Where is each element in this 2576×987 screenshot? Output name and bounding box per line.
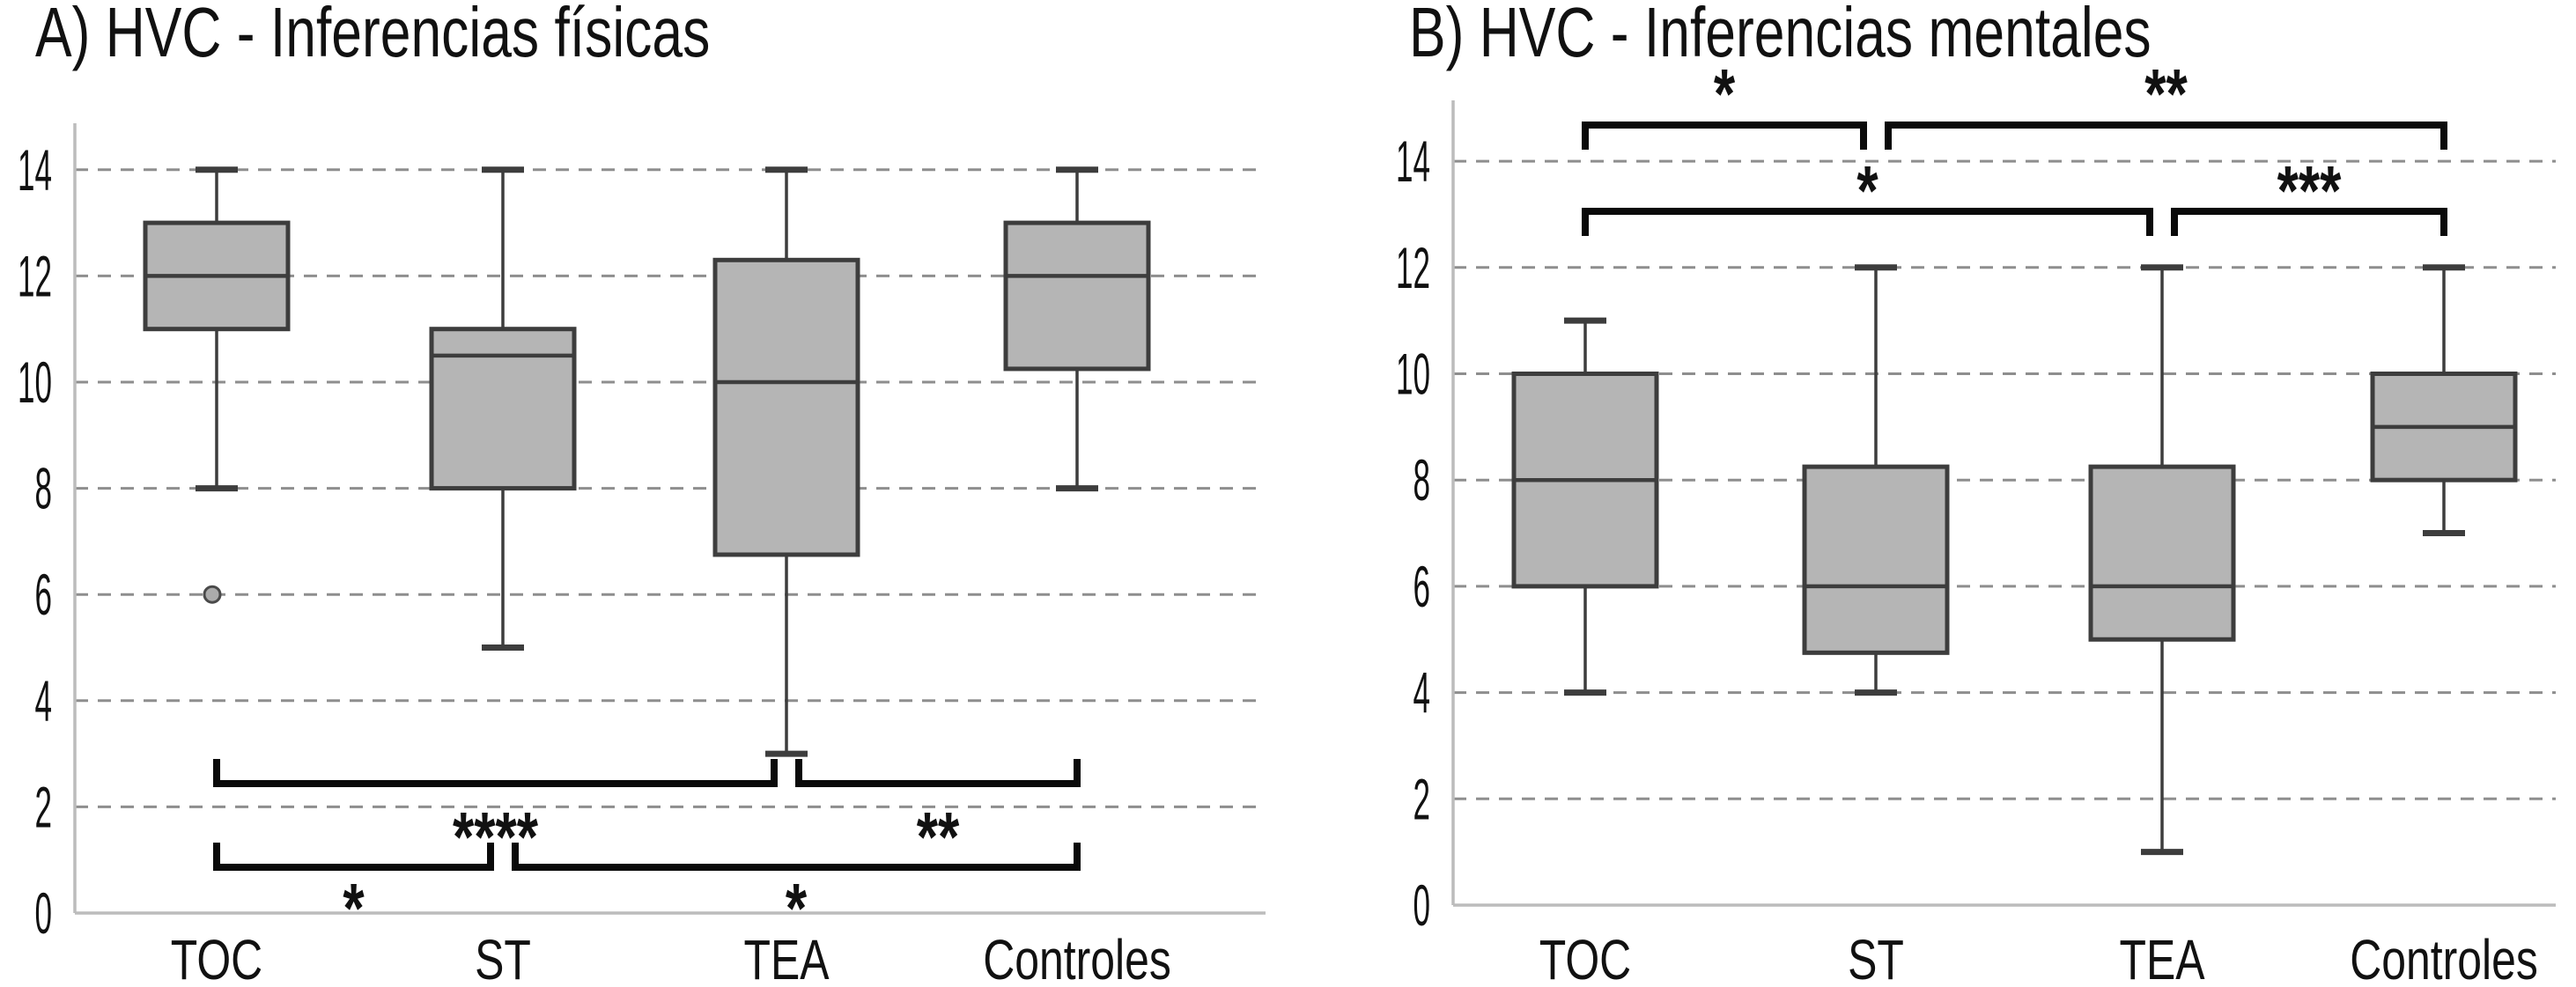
sig-label-toc-st: *	[343, 870, 364, 948]
boxplot-toc	[143, 166, 291, 604]
sig-bracket-tea-controles	[2171, 208, 2447, 236]
x-category-label-toc: TOC	[171, 929, 262, 987]
y-tick-label-14: 14	[1396, 129, 1430, 195]
iqr-box-tea	[712, 257, 860, 557]
sig-label-tea-controles: **	[917, 799, 960, 877]
sig-bracket-toc-tea	[213, 759, 778, 787]
panel-b-title: B) HVC - Inferencias mentales	[1409, 0, 2152, 72]
sig-label-st-controles: *	[786, 870, 807, 948]
sig-label-st-controles: **	[2144, 55, 2188, 134]
boxplot-toc	[1511, 317, 1659, 696]
y-tick-label-14: 14	[18, 137, 52, 203]
y-tick-label-8: 8	[35, 455, 53, 521]
y-tick-label-10: 10	[1396, 341, 1430, 407]
boxplot-tea	[2088, 264, 2236, 856]
sig-bracket-st-controles	[512, 843, 1081, 871]
sig-label-toc-tea: ****	[453, 799, 538, 877]
panel-b: B) HVC - Inferencias mentales 0 2 4 6 8 10 12 1…	[1396, 0, 2556, 987]
panel-a: A) HVC - Inferencias físicas 0 2 4 6 8 10 12 14…	[18, 0, 1266, 987]
boxplot-controles	[2370, 264, 2518, 537]
iqr-box-tea	[2088, 464, 2236, 642]
boxplot-tea	[712, 166, 860, 757]
sig-bracket-st-controles	[1885, 122, 2447, 150]
y-tick-label-0: 0	[35, 880, 53, 946]
y-tick-label-6: 6	[35, 562, 53, 628]
x-category-label-tea: TEA	[2119, 929, 2205, 987]
y-tick-label-4: 4	[1413, 659, 1431, 726]
y-tick-label-12: 12	[18, 243, 52, 309]
y-tick-label-2: 2	[35, 774, 53, 840]
outlier-point-toc	[203, 585, 222, 604]
x-category-label-toc: TOC	[1539, 929, 1631, 987]
boxplot-st	[429, 166, 577, 651]
y-tick-label-0: 0	[1413, 873, 1431, 939]
x-category-label-controles: Controles	[2350, 929, 2538, 987]
sig-bracket-tea-controles	[795, 759, 1081, 787]
boxplot-st	[1802, 264, 1950, 696]
iqr-box-st	[1802, 464, 1950, 655]
x-category-label-controles: Controles	[983, 929, 1171, 987]
sig-label-toc-st: *	[1714, 55, 1735, 134]
y-tick-label-4: 4	[35, 668, 53, 734]
sig-label-toc-tea: *	[1856, 152, 1878, 231]
y-tick-label-2: 2	[1413, 766, 1431, 832]
iqr-box-st	[429, 327, 577, 491]
iqr-box-controles	[1003, 220, 1151, 372]
sig-label-tea-controles: ***	[2277, 152, 2342, 231]
x-category-label-st: ST	[475, 929, 531, 987]
y-tick-label-8: 8	[1413, 447, 1431, 513]
x-category-label-tea: TEA	[743, 929, 830, 987]
x-category-label-st: ST	[1848, 929, 1904, 987]
sig-bracket-toc-tea	[1582, 208, 2153, 236]
sig-bracket-toc-st	[1582, 122, 1867, 150]
panel-a-title: A) HVC - Inferencias físicas	[35, 0, 710, 72]
boxplot-controles	[1003, 166, 1151, 492]
sig-bracket-toc-st	[213, 843, 494, 871]
y-tick-label-10: 10	[18, 350, 52, 416]
y-tick-label-6: 6	[1413, 554, 1431, 620]
y-tick-label-12: 12	[1396, 235, 1430, 301]
